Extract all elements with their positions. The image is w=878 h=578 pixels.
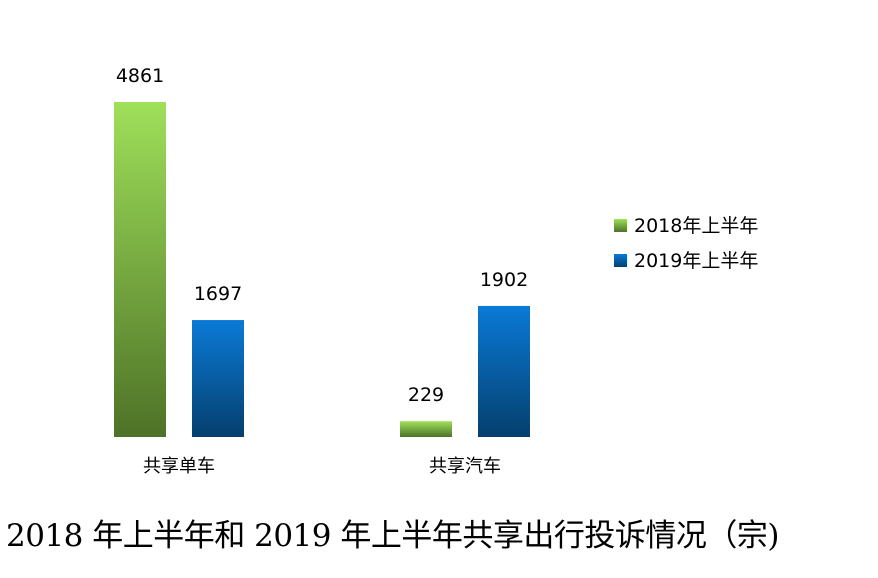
data-label-car-2018: 229 <box>408 384 444 406</box>
category-label-car: 共享汽车 <box>429 456 501 477</box>
data-label-car-2019: 1902 <box>480 269 528 291</box>
bars-group <box>114 102 530 437</box>
legend-label-2019: 2019年上半年 <box>634 250 758 272</box>
data-labels-group: 4861 1697 229 1902 <box>116 65 528 406</box>
legend: 2018年上半年 2019年上半年 <box>614 215 758 272</box>
bar-car-2018 <box>400 421 452 437</box>
category-labels-group: 共享单车 共享汽车 <box>143 456 501 477</box>
legend-swatch-2019 <box>614 254 627 267</box>
bar-car-2019 <box>478 305 530 437</box>
data-label-bike-2019: 1697 <box>194 283 242 305</box>
bar-bike-2018 <box>114 102 166 437</box>
legend-swatch-2018 <box>614 219 627 232</box>
data-label-bike-2018: 4861 <box>116 65 164 87</box>
category-label-bike: 共享单车 <box>143 456 215 477</box>
chart-caption: 2018 年上半年和 2019 年上半年共享出行投诉情况（宗) <box>6 518 779 554</box>
bar-chart: 4861 1697 229 1902 共享单车 共享汽车 2018年上半年 2019年上半… <box>114 65 758 477</box>
legend-label-2018: 2018年上半年 <box>634 215 758 237</box>
bar-bike-2019 <box>192 320 244 437</box>
